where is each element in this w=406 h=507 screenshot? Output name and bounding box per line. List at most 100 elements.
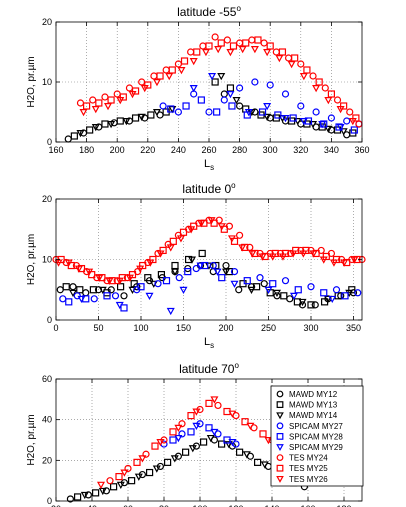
data-point [260,461,269,469]
data-point [76,130,85,138]
data-point [307,301,315,309]
data-point [54,259,63,267]
data-point [250,45,259,54]
data-point [324,125,333,134]
x-tick-label: 60 [123,504,133,507]
data-point [319,256,328,264]
data-point [321,84,329,92]
data-point [116,117,124,125]
data-point [259,430,267,438]
legend-marker [276,433,284,440]
x-tick-label: 20 [51,504,61,507]
data-point [130,280,138,288]
data-point [281,277,290,285]
data-point [120,304,128,312]
data-point [211,78,219,86]
data-point [198,249,206,258]
data-point [137,283,145,291]
data-point [154,280,162,288]
data-point [65,298,73,306]
data-point [98,487,107,496]
data-point [207,217,216,225]
data-point [322,252,330,261]
data-point [221,268,231,276]
data-point [174,424,183,433]
x-tick-label: 350 [346,323,361,333]
data-point [343,117,351,125]
data-point [91,123,100,132]
x-tick-label: 250 [261,323,276,333]
data-point [354,289,362,297]
data-point [179,228,188,236]
data-point [294,286,302,294]
data-point [213,108,221,116]
data-point [128,90,137,99]
data-point [329,259,338,267]
data-point [104,102,113,111]
data-point [258,253,267,261]
data-point [180,57,189,65]
data-point [263,113,272,122]
data-point [91,105,100,114]
data-point [146,259,155,267]
data-point [90,295,98,303]
data-point [340,259,349,267]
data-point [246,243,254,251]
data-point [212,261,220,270]
data-point [190,222,198,230]
data-point [289,292,299,301]
data-point [175,274,183,282]
data-point [307,283,315,291]
data-point [254,36,262,44]
data-point [200,438,208,446]
data-point [214,45,223,54]
data-point [228,439,237,447]
legend-entry: SPICAM MY28 [276,432,343,441]
data-point [201,48,210,57]
data-point [128,477,136,485]
data-point [248,250,257,258]
x-tick-label: 360 [354,145,369,155]
legend-entry: TES MY24 [276,454,328,463]
x-tick-label: 50 [93,323,103,333]
panel-1: 160 180 200 220 240 260 280 300 320 340 360 0 10 20 la… [26,4,370,172]
data-point [289,114,297,122]
data-point [115,301,124,310]
data-point [176,235,185,243]
data-point [241,418,249,426]
data-point [96,481,106,489]
legend-label: SPICAM MY27 [289,422,343,431]
data-point [128,271,137,279]
x-tick-label: 80 [159,504,169,507]
data-point [137,113,146,122]
data-point [192,264,200,273]
data-point [264,437,273,445]
legend-marker [276,454,284,462]
data-point [210,396,219,404]
data-point [182,448,190,456]
y-tick-label: 0 [47,315,52,325]
data-point [145,292,154,301]
data-point [211,33,219,41]
data-point [247,283,256,291]
legend-entry: SPICAM MY27 [276,422,343,431]
x-tick-label: 180 [79,145,94,155]
legend-label: MAWD MY13 [289,401,338,410]
y-tick-label: 10 [42,255,52,265]
data-point [69,283,77,291]
data-point [182,102,190,110]
data-point [166,307,175,316]
data-point [228,102,236,110]
data-point [348,286,356,294]
data-point [312,108,320,116]
panel-title: latitude -55o [177,4,241,19]
data-point [76,286,84,294]
data-point [228,410,237,418]
data-point [332,286,341,294]
legend-marker [276,422,284,430]
y-axis-label: H2O, pr.µm [26,414,37,465]
data-point [350,256,359,264]
data-point [280,292,288,300]
x-tick-label: 340 [324,145,339,155]
x-tick-label: 0 [53,323,58,333]
